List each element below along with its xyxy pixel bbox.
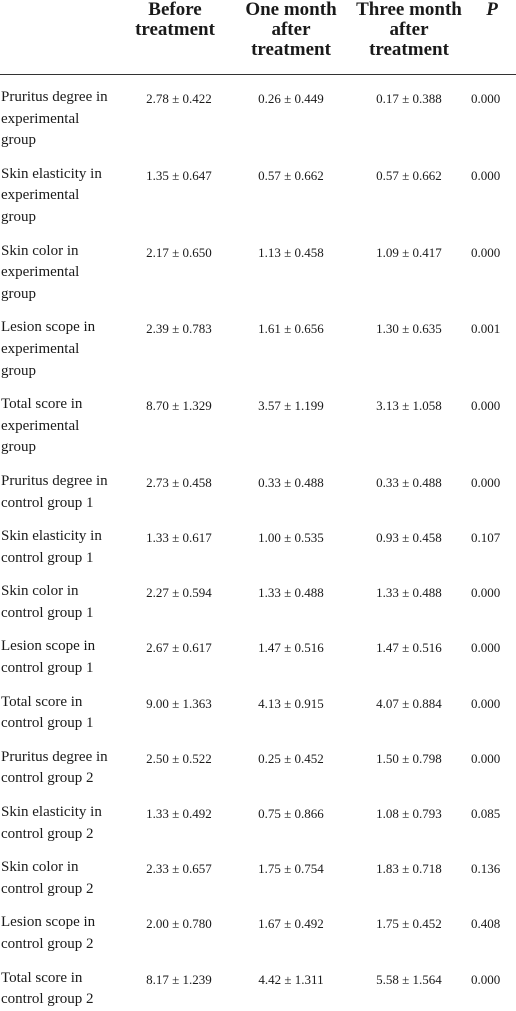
cell-three-month: 1.50 ± 0.798 [376,750,442,766]
cell-three-month: 1.47 ± 0.516 [376,640,442,656]
cell-before: 2.27 ± 0.594 [146,585,212,601]
cell-p: 0.000 [471,91,501,106]
cell-three-month: 1.08 ± 0.793 [376,806,442,822]
header-cell-before: Before treatment [118,0,232,75]
cell-p: 0.000 [471,695,501,711]
row-label: Total score in experimental group [1,396,83,456]
cell-before: 2.00 ± 0.780 [146,916,212,932]
cell-one-month: 1.33 ± 0.488 [258,585,324,601]
cell-before: 2.78 ± 0.422 [146,91,212,106]
cell-p: 0.000 [471,640,501,656]
row-label: Pruritus degree in control group 1 [1,472,108,511]
cell-p: 0.408 [471,916,501,932]
cell-before: 1.35 ± 0.647 [146,167,212,183]
row-label: Lesion scope in control group 2 [1,914,96,952]
cell-p: 0.085 [471,806,501,822]
cell-one-month: 1.75 ± 0.754 [258,861,324,877]
cell-three-month: 0.33 ± 0.488 [376,474,442,490]
cell-three-month: 1.75 ± 0.452 [376,916,442,932]
cell-three-month: 1.09 ± 0.417 [376,244,442,260]
row-label: Skin color in experimental group [1,242,80,302]
cell-p: 0.001 [471,321,501,337]
cell-before: 2.73 ± 0.458 [146,474,212,490]
cell-one-month: 0.25 ± 0.452 [258,750,324,766]
row-label: Pruritus degree in experimental group [1,89,108,149]
cell-p: 0.000 [471,167,501,183]
cell-one-month: 4.42 ± 1.311 [258,971,324,987]
table-row: Pruritus degree in control group 1 2.73 … [0,459,516,514]
row-label: Lesion scope in experimental group [1,319,96,379]
table-row: Total score in control group 1 9.00 ± 1.… [0,680,516,735]
cell-before: 2.39 ± 0.783 [146,321,212,337]
cell-p: 0.000 [471,971,501,987]
row-label: Skin elasticity in control group 1 [1,528,102,566]
table-row: Lesion scope in experimental group 2.39 … [0,305,516,382]
table-row: Pruritus degree in experimental group 2.… [0,75,516,152]
cell-before: 2.33 ± 0.657 [146,861,212,877]
cell-three-month: 4.07 ± 0.884 [376,695,442,711]
table-row: Pruritus degree in control group 2 2.50 … [0,735,516,790]
cell-before: 1.33 ± 0.492 [146,806,212,822]
row-label: Pruritus degree in control group 2 [1,748,108,787]
header-cell-one-month: One month after treatment [232,0,350,75]
cell-p: 0.000 [471,474,501,490]
cell-three-month: 0.17 ± 0.388 [376,91,442,106]
cell-one-month: 3.57 ± 1.199 [258,398,324,414]
cell-one-month: 0.33 ± 0.488 [258,474,324,490]
table-row: Skin color in control group 1 2.27 ± 0.5… [0,569,516,624]
table-row: Lesion scope in control group 2 2.00 ± 0… [0,900,516,955]
cell-three-month: 3.13 ± 1.058 [376,398,442,414]
cell-one-month: 1.00 ± 0.535 [258,530,324,546]
table-row: Skin elasticity in experimental group 1.… [0,152,516,229]
cell-p: 0.000 [471,244,501,260]
cell-p: 0.000 [471,750,501,766]
row-label: Skin color in control group 2 [1,859,94,897]
cell-one-month: 1.47 ± 0.516 [258,640,324,656]
table-row: Total score in experimental group 8.70 ±… [0,382,516,459]
cell-p: 0.000 [471,585,501,601]
cell-one-month: 0.26 ± 0.449 [258,91,324,106]
row-label: Skin elasticity in experimental group [1,165,102,225]
header-cell-three-month: Three month after treatment [350,0,468,75]
cell-one-month: 4.13 ± 0.915 [258,695,324,711]
cell-one-month: 1.13 ± 0.458 [258,244,324,260]
table-row: Skin elasticity in control group 2 1.33 … [0,790,516,845]
cell-before: 8.17 ± 1.239 [146,971,212,987]
cell-three-month: 0.57 ± 0.662 [376,167,442,183]
row-label: Total score in control group 2 [1,969,94,1008]
cell-before: 2.67 ± 0.617 [146,640,212,656]
header-cell-p: P [468,0,516,75]
row-label: Total score in control group 1 [1,693,94,732]
cell-one-month: 1.61 ± 0.656 [258,321,324,337]
cell-p: 0.000 [471,398,501,414]
cell-one-month: 0.75 ± 0.866 [258,806,324,822]
table-row: Skin color in control group 2 2.33 ± 0.6… [0,845,516,900]
table-row: Skin elasticity in control group 1 1.33 … [0,514,516,569]
cell-three-month: 5.58 ± 1.564 [376,971,442,987]
cell-before: 2.17 ± 0.650 [146,244,212,260]
table-row: Lesion scope in control group 1 2.67 ± 0… [0,624,516,679]
cell-p: 0.107 [471,530,501,546]
cell-before: 9.00 ± 1.363 [146,695,212,711]
cell-three-month: 1.33 ± 0.488 [376,585,442,601]
cell-one-month: 0.57 ± 0.662 [258,167,324,183]
header-cell-label [0,0,118,75]
row-label: Skin elasticity in control group 2 [1,804,102,842]
cell-p: 0.136 [471,861,501,877]
row-label: Lesion scope in control group 1 [1,638,96,677]
cell-before: 2.50 ± 0.522 [146,750,212,766]
row-label: Skin color in control group 1 [1,583,94,621]
cell-three-month: 1.83 ± 0.718 [376,861,442,877]
cell-before: 8.70 ± 1.329 [146,398,212,414]
cell-before: 1.33 ± 0.617 [146,530,212,546]
table-row: Skin color in experimental group 2.17 ± … [0,229,516,306]
cell-three-month: 1.30 ± 0.635 [376,321,442,337]
table-row: Total score in control group 2 8.17 ± 1.… [0,956,516,1011]
header-row: Before treatment One month after treatme… [0,0,516,75]
cell-one-month: 1.67 ± 0.492 [258,916,324,932]
cell-three-month: 0.93 ± 0.458 [376,530,442,546]
